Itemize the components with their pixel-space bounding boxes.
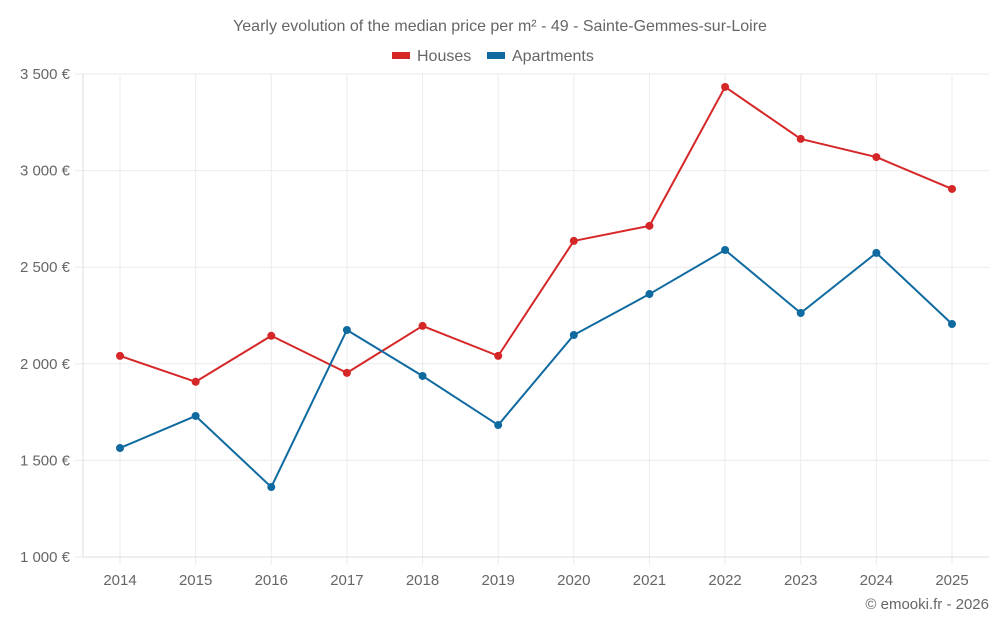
data-point[interactable] [872,248,881,257]
y-tick-label: 3 000 € [20,163,71,180]
data-point[interactable] [569,331,578,340]
data-point[interactable] [191,377,200,386]
y-tick-label: 2 000 € [20,356,71,373]
data-point[interactable] [796,308,805,317]
data-point[interactable] [721,246,730,255]
x-tick-label: 2022 [708,572,741,589]
x-tick-label: 2015 [179,572,212,589]
x-tick-label: 2019 [481,572,514,589]
data-point[interactable] [645,221,654,230]
x-tick-label: 2014 [103,572,136,589]
data-point[interactable] [645,290,654,299]
data-point[interactable] [948,184,956,193]
grid [83,73,989,565]
legend: Houses Apartments [392,48,594,65]
legend-item-houses[interactable]: Houses [392,48,471,65]
data-point[interactable] [721,82,730,91]
x-tick-label: 2017 [330,572,363,589]
x-tick-label: 2016 [255,572,288,589]
data-point[interactable] [116,444,124,453]
series-line-apartments [119,249,953,489]
legend-swatch [487,52,505,59]
data-point[interactable] [418,321,427,330]
x-tick-label: 2025 [935,572,968,589]
data-point[interactable] [342,325,351,334]
chart-title: Yearly evolution of the median price per… [233,18,767,35]
x-tick-label: 2024 [860,572,893,589]
x-tick-label: 2020 [557,572,590,589]
x-tick-label: 2021 [633,572,666,589]
data-point[interactable] [569,236,578,245]
legend-swatch [392,52,410,59]
data-point[interactable] [418,371,427,380]
data-point[interactable] [872,153,881,162]
data-point[interactable] [796,134,805,143]
y-tick-label: 3 500 € [20,66,71,83]
y-tick-label: 1 000 € [20,549,71,566]
series-layer [116,82,956,492]
series-houses [116,82,956,386]
y-tick-label: 2 500 € [20,259,71,276]
data-point[interactable] [948,320,956,329]
data-point[interactable] [494,351,503,360]
data-point[interactable] [116,351,124,360]
x-tick-label: 2023 [784,572,817,589]
series-apartments [116,246,956,492]
y-tick-label: 1 500 € [20,452,71,469]
x-tick-label: 2018 [406,572,439,589]
series-line-houses [119,85,953,383]
credit-text: © emooki.fr - 2026 [865,596,989,613]
legend-item-apartments[interactable]: Apartments [487,48,594,65]
axes: 1 000 € 1 500 € 2 000 € 2 500 € 3 000 € 3 500… [20,66,989,589]
data-point[interactable] [191,411,200,420]
data-point[interactable] [267,483,276,492]
data-point[interactable] [494,421,503,430]
data-point[interactable] [267,331,276,340]
data-point[interactable] [342,368,351,377]
legend-label: Apartments [512,48,594,65]
legend-label: Houses [417,48,471,65]
